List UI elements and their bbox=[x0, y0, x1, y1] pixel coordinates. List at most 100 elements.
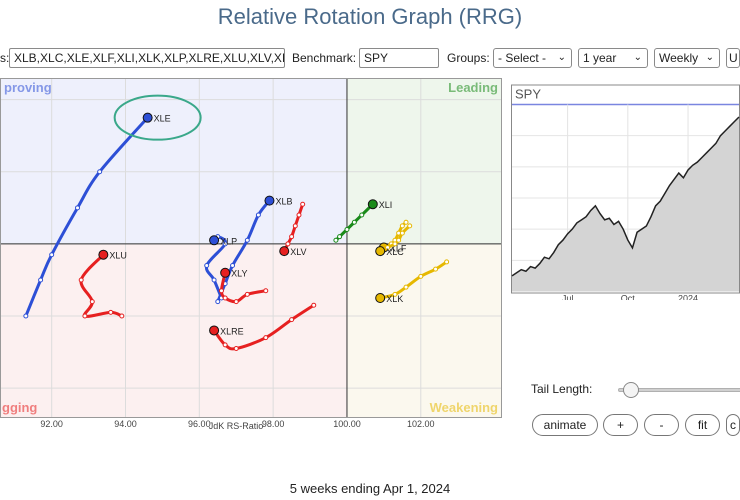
tail-point bbox=[255, 212, 261, 218]
head-xlb[interactable] bbox=[264, 195, 275, 206]
quadrant-label-leading: Leading bbox=[448, 80, 498, 95]
tail-xle: XLE bbox=[23, 112, 171, 319]
quadrant-improving bbox=[0, 78, 347, 244]
tail-point bbox=[407, 223, 413, 229]
tail-point bbox=[433, 266, 439, 272]
tail-point bbox=[296, 212, 302, 218]
tail-point bbox=[263, 335, 269, 341]
tail-point bbox=[289, 317, 295, 323]
tail-point bbox=[385, 245, 391, 250]
tail-point bbox=[78, 277, 84, 283]
label-xlre: XLRE bbox=[220, 326, 244, 336]
fit-button[interactable]: fit bbox=[685, 414, 720, 436]
tail-point bbox=[344, 226, 350, 232]
tail-point bbox=[119, 313, 125, 319]
highlight-ellipse bbox=[113, 94, 202, 141]
frequency-select-value: Weekly bbox=[659, 51, 699, 65]
tail-point bbox=[396, 237, 402, 243]
spy-chart: SPY Jul Oct 2024 bbox=[511, 84, 740, 301]
tail-point bbox=[300, 201, 306, 207]
zoom-in-button[interactable]: + bbox=[603, 414, 638, 436]
spy-x-label: Jul bbox=[562, 294, 574, 301]
label-xli: XLI bbox=[379, 200, 393, 210]
tail-xlp: XLP bbox=[204, 234, 237, 301]
tail-point bbox=[49, 252, 55, 258]
tail-point bbox=[222, 241, 228, 247]
tail-point bbox=[222, 342, 228, 348]
tail-point bbox=[89, 299, 95, 305]
zoom-out-button[interactable]: - bbox=[644, 414, 679, 436]
tail-point bbox=[292, 223, 298, 229]
head-xli[interactable] bbox=[367, 199, 378, 210]
groups-select-value: - Select - bbox=[498, 51, 547, 65]
benchmark-input[interactable]: SPY bbox=[359, 48, 439, 68]
quadrant-label-lagging: gging bbox=[2, 400, 37, 415]
head-xlv[interactable] bbox=[279, 246, 290, 257]
groups-label: Groups: bbox=[447, 51, 490, 65]
tail-point bbox=[403, 284, 409, 290]
tail-xlk: XLK bbox=[375, 259, 450, 304]
tail-point bbox=[333, 237, 339, 243]
label-xlp: XLP bbox=[220, 236, 237, 246]
tail-point bbox=[82, 313, 88, 319]
head-xle[interactable] bbox=[142, 112, 153, 123]
tail-point bbox=[399, 230, 405, 236]
label-xlc: XLC bbox=[386, 247, 404, 257]
symbols-label: s: bbox=[0, 51, 10, 65]
chevron-down-icon: ⌄ bbox=[557, 52, 566, 63]
label-xlb: XLB bbox=[275, 197, 292, 207]
frequency-select[interactable]: Weekly ⌄ bbox=[654, 48, 720, 68]
head-xlp[interactable] bbox=[209, 235, 220, 246]
tail-point bbox=[399, 223, 405, 229]
tail-point bbox=[289, 234, 295, 240]
tail-length-slider[interactable] bbox=[618, 388, 740, 392]
spy-title: SPY bbox=[515, 87, 541, 102]
period-select[interactable]: 1 year ⌄ bbox=[578, 48, 648, 68]
benchmark-label: Benchmark: bbox=[292, 51, 357, 65]
date-range-footer: 5 weeks ending Apr 1, 2024 bbox=[289, 481, 451, 496]
plot-frame bbox=[0, 78, 502, 418]
tail-point bbox=[244, 237, 250, 243]
x-tick-label: 94.00 bbox=[114, 419, 137, 429]
period-select-value: 1 year bbox=[583, 51, 617, 65]
head-xlre[interactable] bbox=[209, 325, 220, 336]
groups-select[interactable]: - Select - ⌄ bbox=[493, 48, 572, 68]
quadrant-label-weakening: Weakening bbox=[430, 400, 498, 415]
tail-point bbox=[359, 212, 365, 218]
tail-point bbox=[263, 288, 269, 294]
tail-point bbox=[351, 219, 357, 225]
chevron-down-icon: ⌄ bbox=[633, 52, 642, 63]
tail-point bbox=[230, 263, 236, 269]
head-xly[interactable] bbox=[220, 267, 231, 278]
label-xlk: XLK bbox=[386, 294, 403, 304]
tail-point bbox=[204, 263, 210, 269]
tail-point bbox=[444, 259, 450, 265]
head-xlu[interactable] bbox=[98, 249, 109, 260]
symbols-input[interactable]: XLB,XLC,XLE,XLF,XLI,XLK,XLP,XLRE,XLU,XLV… bbox=[9, 48, 285, 68]
quadrant-weakening bbox=[346, 243, 502, 417]
tail-point bbox=[218, 288, 224, 294]
extra-button[interactable]: c bbox=[726, 414, 740, 436]
head-xlk[interactable] bbox=[375, 292, 386, 303]
head-xlc[interactable] bbox=[375, 246, 386, 257]
tail-point bbox=[392, 241, 398, 247]
tail-point bbox=[108, 309, 114, 315]
tail-point bbox=[75, 205, 81, 211]
tail-point bbox=[211, 277, 217, 283]
x-axis-label: JdK RS-Ratio bbox=[209, 421, 264, 431]
tail-point bbox=[418, 273, 424, 279]
tail-length-slider-handle[interactable] bbox=[622, 382, 639, 398]
tail-xlc: XLC bbox=[375, 223, 413, 257]
animate-button[interactable]: animate bbox=[532, 414, 598, 436]
spy-price-line bbox=[511, 116, 740, 277]
chevron-down-icon: ⌄ bbox=[705, 52, 714, 63]
update-button[interactable]: U bbox=[726, 48, 740, 68]
tail-xlf: XLF bbox=[378, 219, 409, 254]
spy-area bbox=[512, 116, 739, 292]
controls-bar: s: XLB,XLC,XLE,XLF,XLI,XLK,XLP,XLRE,XLU,… bbox=[0, 48, 740, 70]
tail-length-label: Tail Length: bbox=[531, 382, 593, 396]
page-title: Relative Rotation Graph (RRG) bbox=[217, 4, 523, 29]
x-tick-label: 92.00 bbox=[40, 419, 63, 429]
tail-point bbox=[392, 291, 398, 297]
tail-point bbox=[23, 313, 29, 319]
